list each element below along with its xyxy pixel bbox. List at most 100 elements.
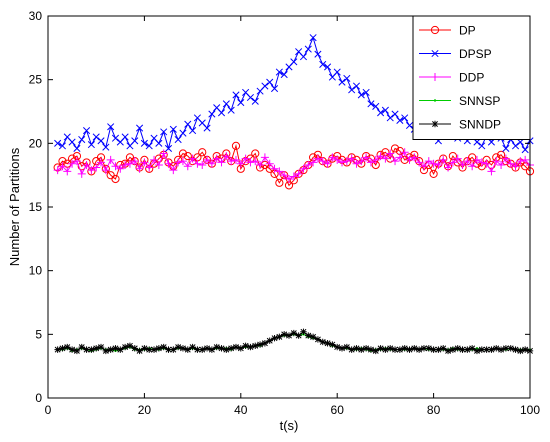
data-point	[247, 343, 254, 351]
data-point	[246, 93, 254, 102]
legend-marker	[431, 49, 439, 58]
data-point	[179, 345, 187, 352]
data-point	[468, 162, 477, 171]
data-point	[482, 159, 491, 168]
data-point	[367, 100, 375, 108]
legend-item-ddp: DDP	[419, 71, 484, 85]
data-point	[117, 346, 124, 353]
data-point	[78, 343, 85, 351]
data-point	[53, 166, 62, 175]
data-point	[83, 346, 90, 353]
data-point	[169, 166, 178, 175]
data-point	[458, 160, 467, 169]
data-point	[92, 163, 101, 172]
data-point	[366, 158, 375, 167]
data-point	[285, 174, 293, 183]
data-point	[203, 124, 211, 132]
data-point	[242, 342, 249, 349]
data-point	[256, 341, 264, 348]
x-tick-label: 80	[427, 403, 441, 417]
data-point	[454, 345, 461, 352]
data-point	[289, 172, 298, 181]
data-point	[231, 141, 241, 150]
data-point	[329, 341, 336, 348]
data-point	[97, 137, 105, 145]
data-point	[270, 85, 279, 93]
data-point	[352, 82, 361, 90]
data-point	[357, 157, 366, 166]
data-point	[387, 345, 394, 352]
data-point	[146, 346, 153, 353]
data-point	[227, 345, 235, 352]
data-point	[116, 164, 125, 173]
y-tick-label: 10	[29, 264, 43, 278]
data-point	[338, 78, 346, 86]
data-point	[131, 345, 138, 352]
data-point	[444, 347, 452, 355]
data-point	[280, 331, 288, 338]
y-tick-label: 25	[29, 73, 43, 87]
data-point	[155, 345, 163, 352]
data-point	[294, 169, 303, 178]
data-point	[101, 166, 110, 175]
data-point	[464, 346, 471, 353]
data-point	[251, 97, 259, 105]
data-point	[154, 160, 163, 169]
data-point	[396, 116, 404, 124]
data-point	[429, 159, 438, 168]
data-point	[352, 159, 361, 168]
data-point	[145, 142, 153, 150]
legend-box	[412, 15, 531, 140]
data-point	[150, 346, 158, 353]
data-point	[92, 133, 100, 141]
data-point	[222, 100, 230, 108]
data-point	[107, 123, 115, 131]
data-point	[54, 346, 61, 353]
data-point	[319, 338, 326, 346]
data-point	[212, 154, 221, 163]
data-point	[493, 345, 500, 352]
legend-label: SNNDP	[459, 118, 501, 132]
data-point	[318, 157, 327, 166]
data-point	[477, 158, 486, 167]
data-point	[246, 158, 255, 167]
data-point	[487, 167, 496, 176]
data-point	[112, 345, 119, 352]
data-point	[58, 142, 67, 150]
data-point	[218, 345, 225, 352]
data-point	[405, 121, 414, 130]
data-point	[323, 159, 332, 168]
data-point	[145, 163, 154, 172]
data-point	[130, 157, 139, 166]
data-point	[502, 345, 510, 352]
data-point	[313, 154, 322, 163]
data-point	[199, 346, 206, 353]
data-point	[150, 155, 159, 164]
data-point	[478, 142, 486, 150]
data-point	[275, 178, 284, 187]
data-point	[309, 158, 318, 167]
legend-marker	[430, 25, 440, 35]
data-point	[97, 158, 106, 167]
data-point	[521, 146, 529, 154]
data-point	[439, 155, 448, 164]
data-point	[72, 157, 81, 166]
data-point	[251, 157, 260, 166]
data-point	[141, 345, 148, 352]
y-tick-label: 20	[29, 136, 43, 150]
data-point	[449, 346, 457, 353]
data-point	[314, 336, 322, 343]
data-point	[68, 138, 76, 146]
data-point	[382, 346, 389, 353]
data-point	[227, 106, 235, 114]
data-point	[299, 53, 308, 61]
data-point	[198, 160, 207, 169]
data-point	[343, 74, 351, 82]
data-point	[295, 332, 302, 339]
data-point	[203, 345, 211, 352]
data-point	[261, 340, 269, 347]
data-point	[362, 88, 370, 96]
data-point	[170, 346, 177, 353]
data-point	[401, 114, 409, 122]
legend-item-dpsp: DPSP	[419, 47, 492, 61]
